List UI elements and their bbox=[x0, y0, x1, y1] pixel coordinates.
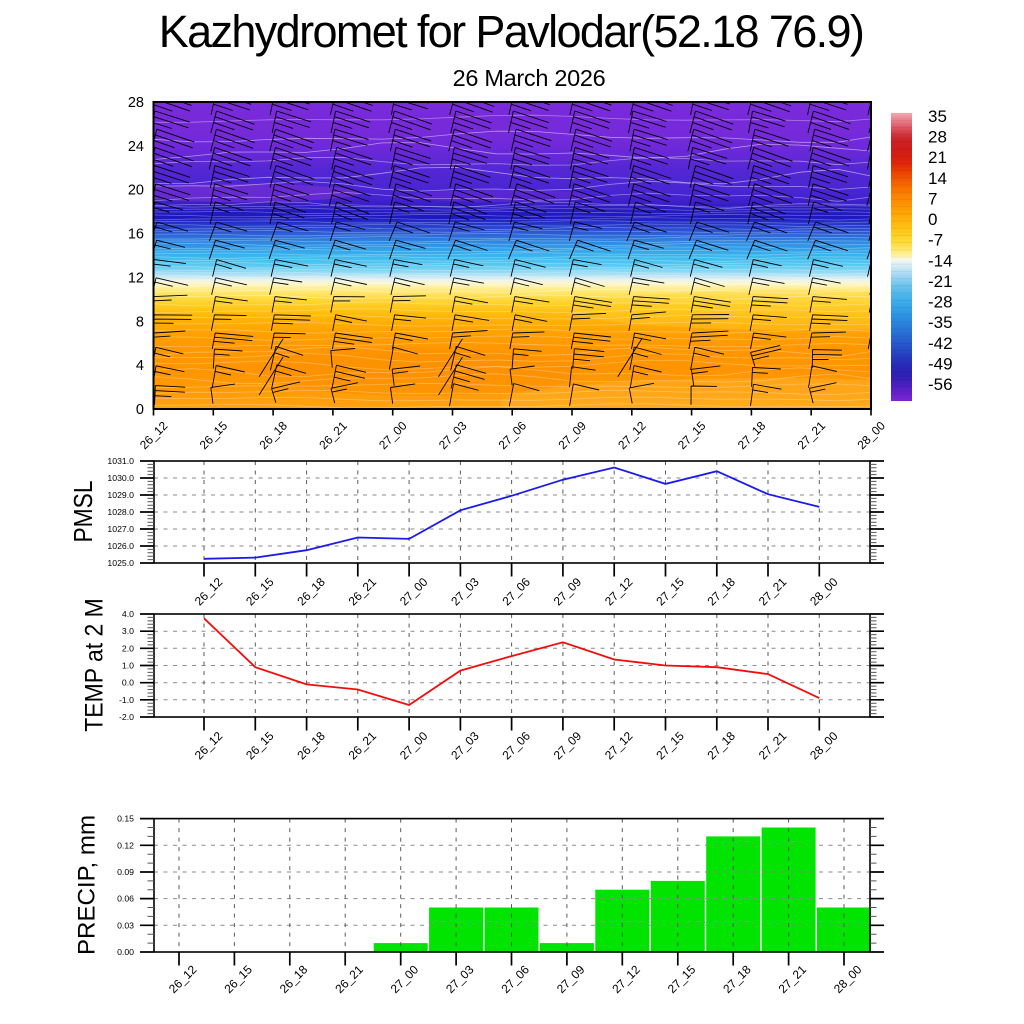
svg-text:TEMP at 2 M: TEMP at 2 M bbox=[81, 598, 109, 732]
svg-text:0: 0 bbox=[136, 402, 144, 418]
svg-text:21: 21 bbox=[928, 148, 947, 167]
svg-text:0.00: 0.00 bbox=[117, 947, 134, 957]
svg-text:-2.0: -2.0 bbox=[119, 712, 134, 722]
svg-text:-42: -42 bbox=[928, 334, 953, 353]
svg-text:1029.0: 1029.0 bbox=[107, 490, 134, 500]
svg-text:PRECIP, mm: PRECIP, mm bbox=[74, 815, 101, 955]
svg-text:35: 35 bbox=[928, 107, 947, 126]
svg-text:14: 14 bbox=[928, 169, 947, 188]
svg-text:-14: -14 bbox=[928, 251, 953, 270]
svg-text:4.0: 4.0 bbox=[122, 609, 134, 619]
svg-text:-35: -35 bbox=[928, 313, 953, 332]
svg-text:-28: -28 bbox=[928, 293, 953, 312]
svg-text:0.09: 0.09 bbox=[117, 867, 134, 877]
svg-text:1026.0: 1026.0 bbox=[107, 541, 134, 551]
svg-text:28: 28 bbox=[128, 95, 144, 111]
svg-text:20: 20 bbox=[128, 183, 144, 199]
svg-text:-7: -7 bbox=[928, 231, 943, 250]
svg-text:PMSL: PMSL bbox=[68, 481, 98, 543]
svg-text:-21: -21 bbox=[928, 272, 953, 291]
svg-text:8: 8 bbox=[136, 314, 144, 330]
svg-text:-49: -49 bbox=[928, 354, 953, 373]
svg-text:0.06: 0.06 bbox=[117, 894, 134, 904]
svg-text:0: 0 bbox=[928, 210, 937, 229]
svg-text:Kazhydromet for Pavlodar(52.18: Kazhydromet for Pavlodar(52.18 76.9) bbox=[159, 6, 864, 57]
svg-text:-1.0: -1.0 bbox=[119, 695, 134, 705]
svg-text:1028.0: 1028.0 bbox=[107, 507, 134, 517]
svg-text:4: 4 bbox=[136, 358, 144, 374]
svg-text:1.0: 1.0 bbox=[122, 661, 134, 671]
svg-text:1031.0: 1031.0 bbox=[107, 456, 134, 466]
svg-text:26 March 2026: 26 March 2026 bbox=[453, 65, 606, 91]
svg-text:24: 24 bbox=[128, 139, 144, 155]
svg-text:0.12: 0.12 bbox=[117, 840, 134, 850]
svg-text:1030.0: 1030.0 bbox=[107, 473, 134, 483]
svg-text:12: 12 bbox=[128, 270, 144, 286]
svg-text:1025.0: 1025.0 bbox=[107, 558, 134, 568]
svg-text:0.15: 0.15 bbox=[117, 814, 134, 824]
svg-text:2.0: 2.0 bbox=[122, 643, 134, 653]
svg-text:3.0: 3.0 bbox=[122, 626, 134, 636]
svg-text:16: 16 bbox=[128, 227, 144, 243]
svg-text:1027.0: 1027.0 bbox=[107, 524, 134, 534]
svg-text:28: 28 bbox=[928, 128, 947, 147]
svg-text:0.0: 0.0 bbox=[122, 678, 134, 688]
svg-text:7: 7 bbox=[928, 189, 937, 208]
svg-text:0.03: 0.03 bbox=[117, 920, 134, 930]
svg-text:-56: -56 bbox=[928, 375, 953, 394]
